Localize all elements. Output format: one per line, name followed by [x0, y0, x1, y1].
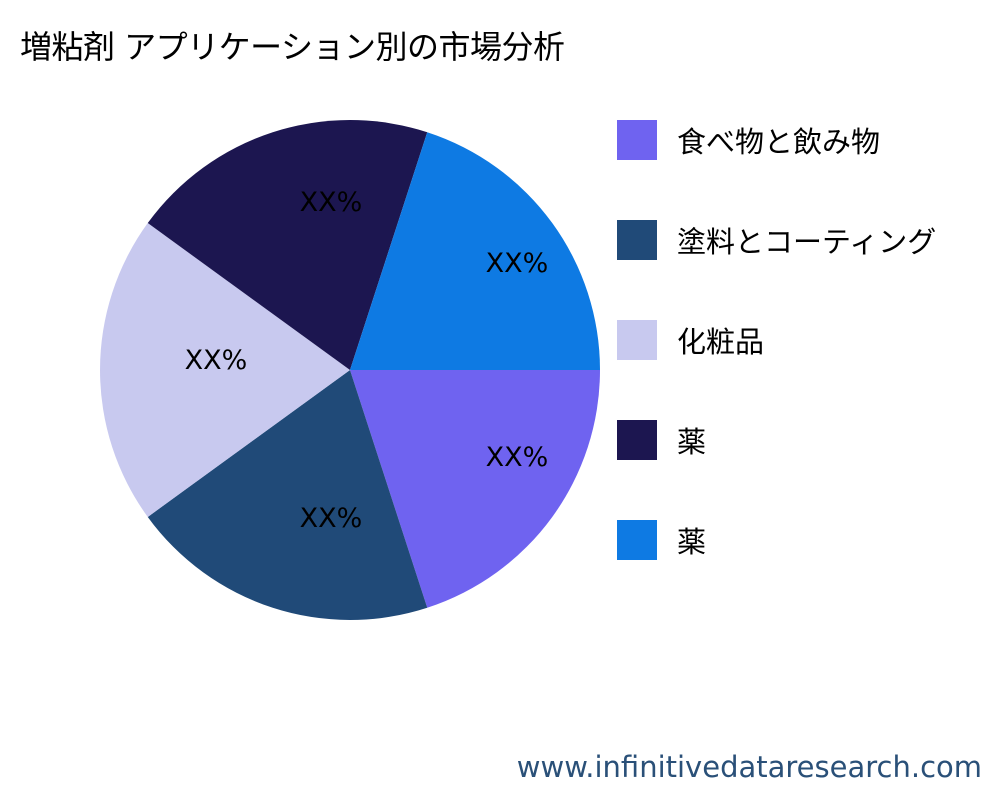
- source-url: www.infinitivedataresearch.com: [516, 750, 982, 784]
- pie-slice-medicine-2: [350, 132, 600, 370]
- legend-swatch: [617, 420, 657, 460]
- legend-swatch: [617, 120, 657, 160]
- legend-swatch: [617, 220, 657, 260]
- legend-item-cosmetics: 化粧品: [617, 320, 764, 360]
- legend-label: 薬: [677, 525, 707, 559]
- legend-swatch: [617, 320, 657, 360]
- legend-item-paints-coatings: 塗料とコーティング: [617, 220, 936, 260]
- pie-slice-paints-coatings: [147, 370, 428, 620]
- slice-label-food-beverage: XX%: [486, 442, 549, 473]
- legend-swatch: [617, 520, 657, 560]
- legend-item-food-beverage: 食べ物と飲み物: [617, 120, 880, 160]
- legend-label: 食べ物と飲み物: [677, 125, 881, 159]
- slice-label-paints-coatings: XX%: [300, 503, 363, 534]
- slice-label-cosmetics: XX%: [185, 345, 248, 376]
- slice-label-medicine-1: XX%: [300, 187, 363, 218]
- pie-slice-medicine-1: [147, 120, 428, 370]
- pie-slice-cosmetics: [100, 223, 350, 517]
- legend-item-medicine-2: 薬: [617, 520, 706, 560]
- legend-label: 塗料とコーティング: [677, 225, 937, 259]
- legend-label: 化粧品: [677, 325, 765, 359]
- legend-label: 薬: [677, 425, 707, 459]
- legend-item-medicine-1: 薬: [617, 420, 706, 460]
- pie-slice-food-beverage: [350, 370, 600, 608]
- slice-label-medicine-2: XX%: [486, 248, 549, 279]
- chart-title: 増粘剤 アプリケーション別の市場分析: [20, 28, 565, 66]
